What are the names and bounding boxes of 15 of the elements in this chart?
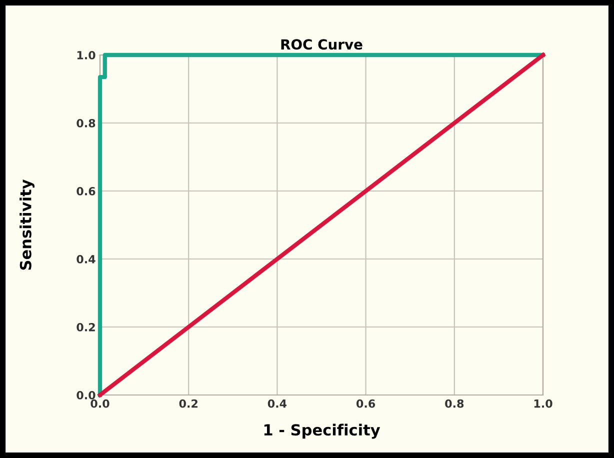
y-axis-title: Sensitivity [20, 179, 34, 270]
x-axis-title: 1 - Specificity [264, 424, 380, 439]
y-tick-label: 1.0 [77, 50, 96, 60]
y-tick-label: 0.8 [76, 118, 96, 128]
x-tick-label: 0.0 [90, 399, 110, 408]
y-tick-label: 0.2 [76, 322, 95, 332]
x-tick-label: 0.4 [268, 399, 287, 408]
x-tick-label: 0.6 [356, 399, 376, 408]
x-tick-label: 1.0 [534, 399, 552, 408]
x-tick-label: 0.8 [445, 399, 464, 408]
x-tick-label: 0.2 [179, 399, 198, 408]
y-tick-label: 0.6 [76, 186, 96, 196]
y-tick-label: 0.4 [76, 254, 96, 264]
chart-title: ROC Curve [281, 39, 362, 50]
y-tick-label: 0.0 [76, 390, 96, 400]
